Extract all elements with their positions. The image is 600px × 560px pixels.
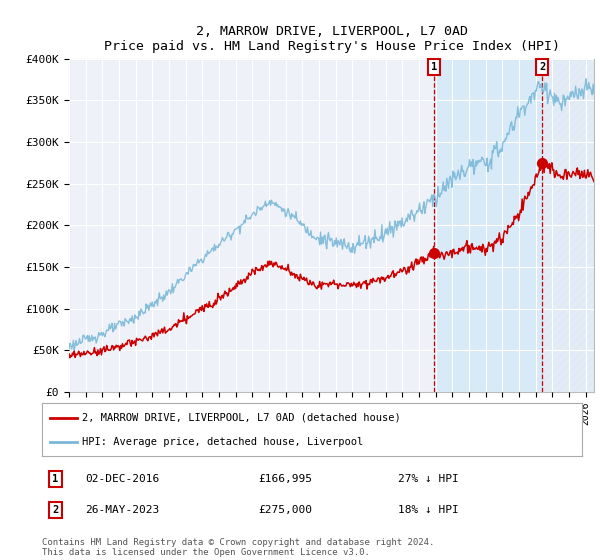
Text: £166,995: £166,995 <box>258 474 312 484</box>
Text: £275,000: £275,000 <box>258 505 312 515</box>
Text: HPI: Average price, detached house, Liverpool: HPI: Average price, detached house, Live… <box>83 437 364 447</box>
Text: 2: 2 <box>52 505 59 515</box>
Bar <box>542 59 594 392</box>
Text: 27% ↓ HPI: 27% ↓ HPI <box>398 474 459 484</box>
Text: 2: 2 <box>539 62 545 72</box>
Text: 1: 1 <box>52 474 59 484</box>
Text: Contains HM Land Registry data © Crown copyright and database right 2024.
This d: Contains HM Land Registry data © Crown c… <box>42 538 434 557</box>
Bar <box>434 59 542 392</box>
Text: 1: 1 <box>431 62 437 72</box>
Text: 02-DEC-2016: 02-DEC-2016 <box>85 474 160 484</box>
Text: 2, MARROW DRIVE, LIVERPOOL, L7 0AD (detached house): 2, MARROW DRIVE, LIVERPOOL, L7 0AD (deta… <box>83 413 401 423</box>
Title: 2, MARROW DRIVE, LIVERPOOL, L7 0AD
Price paid vs. HM Land Registry's House Price: 2, MARROW DRIVE, LIVERPOOL, L7 0AD Price… <box>104 25 560 53</box>
Text: 18% ↓ HPI: 18% ↓ HPI <box>398 505 459 515</box>
Text: 26-MAY-2023: 26-MAY-2023 <box>85 505 160 515</box>
